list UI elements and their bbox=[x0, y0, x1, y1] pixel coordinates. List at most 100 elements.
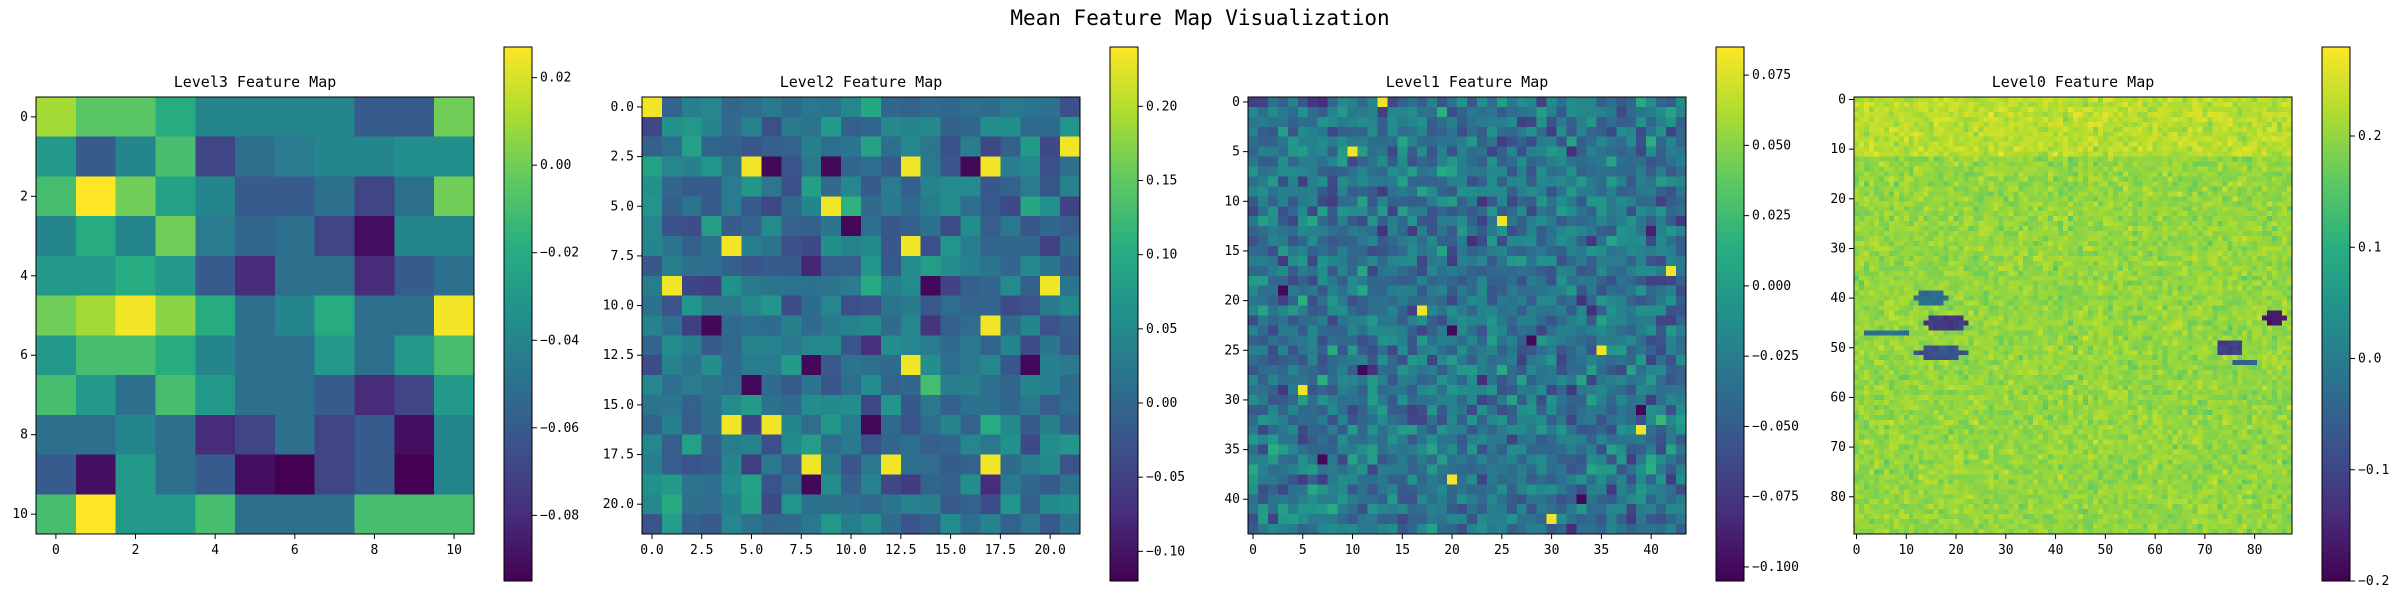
heatmap-cell bbox=[1277, 504, 1289, 515]
heatmap-cell bbox=[1868, 131, 1875, 138]
heatmap-cell bbox=[2043, 97, 2049, 103]
heatmap-cell bbox=[1327, 365, 1339, 376]
heatmap-cell bbox=[2132, 176, 2139, 183]
heatmap-cell bbox=[1367, 434, 1378, 446]
heatmap-cell bbox=[1676, 335, 1687, 346]
heatmap-cell bbox=[1988, 136, 1994, 143]
heatmap-cell bbox=[1938, 116, 1945, 123]
heatmap-cell bbox=[1317, 504, 1329, 515]
heatmap-cell bbox=[661, 474, 683, 495]
heatmap-cell bbox=[1973, 221, 1980, 227]
heatmap-cell bbox=[354, 97, 395, 138]
heatmap-cell bbox=[1397, 166, 1408, 178]
heatmap-cell bbox=[2097, 186, 2104, 192]
heatmap-cell bbox=[1417, 97, 1428, 108]
heatmap-cell bbox=[2152, 126, 2159, 133]
heatmap-cell bbox=[1576, 116, 1588, 128]
heatmap-cell bbox=[2077, 221, 2084, 227]
heatmap-cell bbox=[1327, 176, 1339, 187]
heatmap-cell bbox=[1626, 136, 1637, 148]
heatmap-cell bbox=[2197, 116, 2204, 123]
heatmap-cell bbox=[2207, 141, 2213, 148]
heatmap-cell bbox=[1397, 236, 1408, 247]
heatmap-cell bbox=[2172, 141, 2179, 148]
heatmap-cell bbox=[1287, 414, 1299, 426]
heatmap-cell bbox=[2227, 181, 2233, 187]
heatmap-cell bbox=[721, 116, 743, 138]
heatmap-cell bbox=[1307, 176, 1319, 187]
heatmap-cell bbox=[1357, 305, 1369, 317]
heatmap-cell bbox=[2003, 191, 2009, 197]
heatmap-cell bbox=[1457, 275, 1468, 287]
heatmap-cell bbox=[2272, 121, 2278, 128]
heatmap-cell bbox=[2212, 166, 2218, 173]
heatmap-cell bbox=[2013, 216, 2019, 222]
heatmap-cell bbox=[1546, 196, 1558, 207]
heatmap-cell bbox=[1988, 97, 1994, 103]
heatmap-cell bbox=[1626, 424, 1637, 436]
heatmap-cell bbox=[1317, 335, 1329, 346]
heatmap-cell bbox=[1040, 474, 1061, 495]
heatmap-cell bbox=[1898, 196, 1905, 202]
heatmap-cell bbox=[1297, 116, 1309, 128]
heatmap-cell bbox=[2237, 121, 2243, 128]
heatmap-cell bbox=[1586, 315, 1597, 327]
heatmap-cell bbox=[1923, 151, 1930, 158]
heatmap-cell bbox=[1973, 181, 1980, 187]
heatmap-cell bbox=[1953, 196, 1960, 202]
heatmap-cell bbox=[1586, 494, 1597, 505]
heatmap-cell bbox=[1556, 186, 1568, 197]
heatmap-cell bbox=[2162, 136, 2169, 143]
heatmap-cell bbox=[1427, 166, 1438, 178]
heatmap-cell bbox=[1526, 186, 1538, 197]
heatmap-cell bbox=[2137, 176, 2144, 183]
heatmap-cell bbox=[1267, 315, 1279, 327]
heatmap-cell bbox=[2167, 111, 2174, 118]
heatmap-cell bbox=[2172, 146, 2179, 153]
heatmap-cell bbox=[2018, 161, 2024, 168]
heatmap-cell bbox=[1248, 206, 1259, 217]
heatmap-cell bbox=[2043, 131, 2049, 138]
heatmap-cell bbox=[1546, 236, 1558, 247]
heatmap-cell bbox=[1000, 394, 1021, 416]
heatmap-cell bbox=[2242, 166, 2248, 173]
heatmap-cell bbox=[2282, 156, 2288, 163]
heatmap-cell bbox=[1277, 365, 1289, 376]
heatmap-cell bbox=[1000, 216, 1021, 237]
heatmap-cell bbox=[1973, 131, 1980, 138]
heatmap-cell bbox=[1908, 226, 1915, 232]
heatmap-cell bbox=[1357, 315, 1369, 327]
heatmap-cell bbox=[1020, 474, 1041, 495]
heatmap-cell bbox=[1357, 454, 1369, 466]
heatmap-cell bbox=[2227, 201, 2233, 207]
heatmap-cell bbox=[2063, 196, 2069, 202]
heatmap-cell bbox=[2097, 126, 2104, 133]
heatmap-cell bbox=[1928, 191, 1935, 197]
heatmap-cell bbox=[1868, 126, 1875, 133]
heatmap-cell bbox=[1576, 196, 1588, 207]
heatmap-cell bbox=[1257, 255, 1269, 267]
heatmap-cell bbox=[1983, 156, 1989, 163]
heatmap-cell bbox=[642, 474, 663, 495]
heatmap-cell bbox=[1486, 106, 1498, 118]
heatmap-cell bbox=[1903, 101, 1910, 108]
heatmap-cell bbox=[1267, 295, 1279, 307]
heatmap-cell bbox=[1248, 514, 1259, 525]
heatmap-cell bbox=[1467, 166, 1478, 178]
heatmap-cell bbox=[1248, 365, 1259, 376]
heatmap-cell bbox=[761, 414, 782, 436]
heatmap-cell bbox=[1248, 226, 1259, 237]
heatmap-cell bbox=[1948, 141, 1955, 148]
heatmap-cell bbox=[841, 255, 862, 277]
heatmap-cell bbox=[2182, 171, 2189, 178]
heatmap-cell bbox=[1347, 424, 1359, 436]
heatmap-cell bbox=[1317, 524, 1329, 535]
heatmap-cell bbox=[900, 474, 922, 495]
heatmap-cell bbox=[2073, 181, 2079, 187]
heatmap-cell bbox=[2167, 201, 2174, 207]
heatmap-cell bbox=[2257, 211, 2263, 217]
y-tick-label: 20.0 bbox=[603, 497, 634, 512]
heatmap-cell bbox=[2192, 201, 2199, 207]
heatmap-cell bbox=[1983, 111, 1989, 118]
